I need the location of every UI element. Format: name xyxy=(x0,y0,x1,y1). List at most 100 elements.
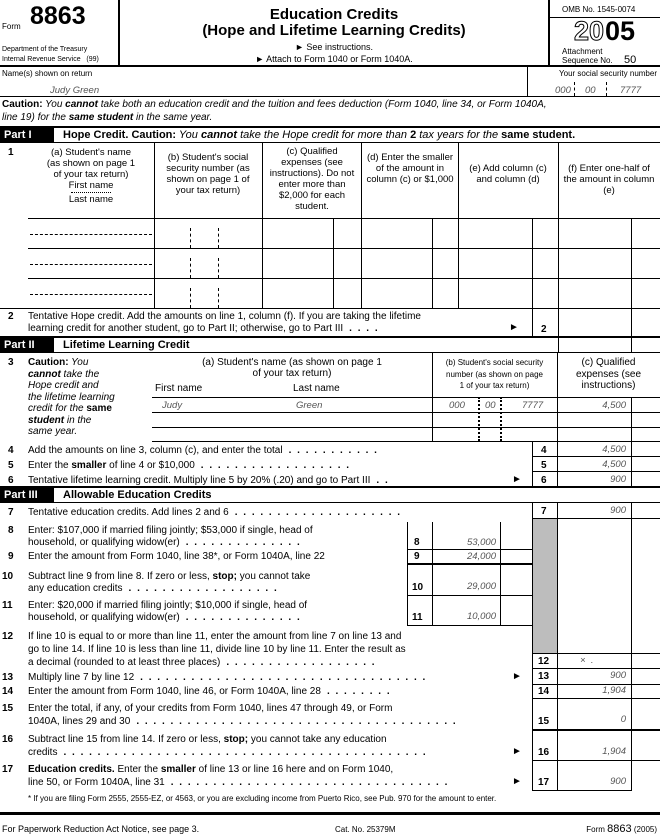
dept: Department of the Treasury xyxy=(2,46,88,53)
line-text: a decimal (rounded to at least three pla… xyxy=(28,657,376,668)
line-text: line 50, or Form 1040A, line 31 . . . . .… xyxy=(28,777,449,788)
line14-amount[interactable]: 1,904 xyxy=(602,685,626,696)
line-text: Subtract line 9 from line 8. If zero or … xyxy=(28,571,213,582)
part3-title: Allowable Education Credits xyxy=(63,489,212,501)
last-name-field[interactable]: Green xyxy=(296,400,323,411)
rule-line xyxy=(532,698,660,699)
divider xyxy=(527,67,528,96)
line-text: cannot xyxy=(200,129,238,141)
ssn-separator xyxy=(574,82,575,96)
sequence-number: 50 xyxy=(624,54,637,66)
line-text: student xyxy=(28,414,65,426)
name-input[interactable] xyxy=(30,294,152,295)
line-text: any education credits xyxy=(28,583,123,594)
line5-amount[interactable]: 4,500 xyxy=(602,459,626,470)
name-field[interactable]: Judy Green xyxy=(50,85,100,96)
ssn-label: Your social security number xyxy=(559,69,657,78)
leader-dots: . . . . . . . . . . . . . . . . . . xyxy=(200,460,351,471)
rule-line xyxy=(28,278,660,279)
ssn-part[interactable]: 000 xyxy=(449,400,465,411)
line-text: stop; xyxy=(212,571,237,582)
part2-label: Part II xyxy=(0,338,54,352)
line-text: Enter the xyxy=(114,764,161,775)
part1-label: Part I xyxy=(0,128,54,142)
leader-dots: . . . . . . . . . . . . . . xyxy=(185,612,302,623)
line-number: 6 xyxy=(8,475,14,486)
leader-dots: . . . . . . . . xyxy=(326,686,392,697)
divider xyxy=(549,17,660,18)
rule-line xyxy=(28,218,660,219)
line-text: stop; xyxy=(223,734,249,745)
line3-col-b-header: (b) Student's social security number (as … xyxy=(432,357,557,392)
line-number: 16 xyxy=(2,734,14,745)
name-input[interactable] xyxy=(30,264,152,265)
line-text: (2005) xyxy=(633,825,657,834)
line16-amount[interactable]: 1,904 xyxy=(602,746,626,757)
line8-amount[interactable]: 53,000 xyxy=(466,537,496,548)
ssn-separator xyxy=(606,82,607,96)
shaded-area xyxy=(533,519,557,653)
line-text: Multiply line 7 by line 12 . . . . . . . … xyxy=(28,672,427,683)
expenses-field[interactable]: 4,500 xyxy=(602,400,626,411)
line-number: 8 xyxy=(8,525,14,536)
line11-amount[interactable]: 10,000 xyxy=(466,611,496,622)
line9-amount[interactable]: 24,000 xyxy=(466,551,496,562)
line6-amount[interactable]: 900 xyxy=(610,474,626,485)
name-input[interactable] xyxy=(30,234,152,235)
box-label: 6 xyxy=(541,475,547,486)
line15-amount[interactable]: 0 xyxy=(620,714,626,725)
line-text: Enter the amount from Form 1040, line 38… xyxy=(28,551,325,562)
line-text: You xyxy=(68,357,89,368)
line13-amount[interactable]: 900 xyxy=(610,670,626,681)
line-number: 15 xyxy=(2,703,14,714)
col-b-header: (b) Student's social security number (as… xyxy=(166,152,250,196)
rule-line xyxy=(532,684,660,685)
line-text: instructions) xyxy=(581,380,636,391)
rule-line xyxy=(28,248,660,249)
line-text: 1040A, lines 29 and 30 . . . . . . . . . … xyxy=(28,716,457,727)
box-label: 17 xyxy=(538,777,550,788)
line-text: the lifetime learning xyxy=(28,392,115,404)
ssn-part: 00 xyxy=(585,85,596,96)
rule-line xyxy=(631,502,632,790)
line-text: credits . . . . . . . . . . . . . . . . .… xyxy=(28,747,427,758)
line-text: same student xyxy=(68,112,134,123)
line-text: any education credits . . . . . . . . . .… xyxy=(28,583,278,594)
line-text: credit for the same xyxy=(28,403,115,415)
sequence-label: Sequence No. xyxy=(562,56,613,65)
line10-amount[interactable]: 29,000 xyxy=(466,581,496,592)
ssn-part: 000 xyxy=(555,85,571,96)
line-text: same student. xyxy=(501,129,576,141)
line-text: household, or qualifying widow(er) xyxy=(28,537,180,548)
line4-amount[interactable]: 4,500 xyxy=(602,444,626,455)
col-a-header: (a) Student's name (as shown on page 1 of … xyxy=(28,147,154,205)
line-text: Enter: $20,000 if married filing jointly… xyxy=(28,600,308,611)
last-name-label: Last name xyxy=(293,383,340,394)
line-text: take the xyxy=(60,368,100,380)
irs: Internal Revenue Service (99) xyxy=(2,56,99,63)
line-text: Enter the smaller of line 4 or $10,000 . … xyxy=(28,460,351,471)
leader-dots: . . . . . . . . . . . . . . xyxy=(185,537,302,548)
ssn-part: 7777 xyxy=(620,85,642,96)
line7-amount[interactable]: 900 xyxy=(610,505,626,516)
ssn-part[interactable]: 00 xyxy=(485,400,496,411)
line-number: 5 xyxy=(8,460,14,471)
line-text: Multiply line 7 by line 12 xyxy=(28,672,135,683)
rule-line xyxy=(0,352,660,353)
line-text: Hope credit and xyxy=(28,380,99,391)
ssn-part[interactable]: 7777 xyxy=(522,400,544,411)
line-text: Add the amounts on line 3, column (c), a… xyxy=(28,445,378,456)
first-name-field[interactable]: Judy xyxy=(162,400,183,411)
line12-decimal[interactable]: × . xyxy=(580,655,594,666)
box-label: 10 xyxy=(412,582,424,593)
leader-dots: . . xyxy=(376,475,390,486)
leader-dots: . . . . xyxy=(349,323,380,334)
part3-label: Part III xyxy=(0,488,54,502)
line2-text: learning credit for another student, go … xyxy=(28,323,379,334)
divider xyxy=(0,126,660,128)
attach-note: ► Attach to Form 1040 or Form 1040A. xyxy=(255,54,413,64)
caution-line-1: Caution: You cannot take both an educati… xyxy=(2,99,547,110)
line17-amount[interactable]: 900 xyxy=(610,776,626,787)
rule-line xyxy=(154,142,155,308)
arrow-icon: ► xyxy=(512,671,522,682)
